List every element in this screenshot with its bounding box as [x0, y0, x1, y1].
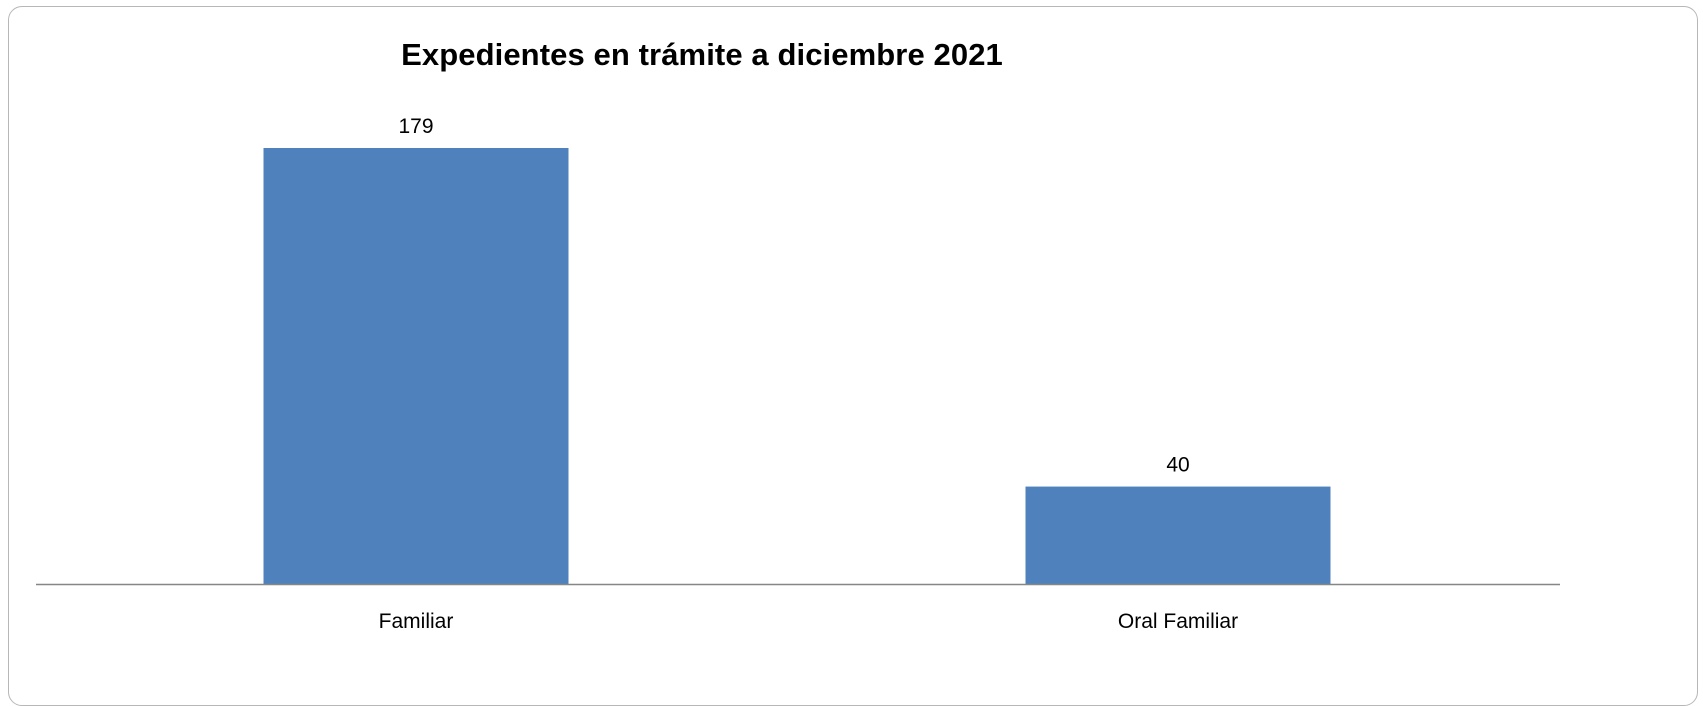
- bar-oral-familiar: [1025, 486, 1331, 584]
- data-label: 40: [1166, 454, 1189, 477]
- x-tick-label: Oral Familiar: [1118, 610, 1238, 633]
- bar-familiar: [263, 148, 569, 584]
- data-label: 179: [398, 115, 433, 138]
- x-tick-label: Familiar: [379, 610, 454, 633]
- chart-title: Expedientes en trámite a diciembre 2021: [401, 37, 1003, 72]
